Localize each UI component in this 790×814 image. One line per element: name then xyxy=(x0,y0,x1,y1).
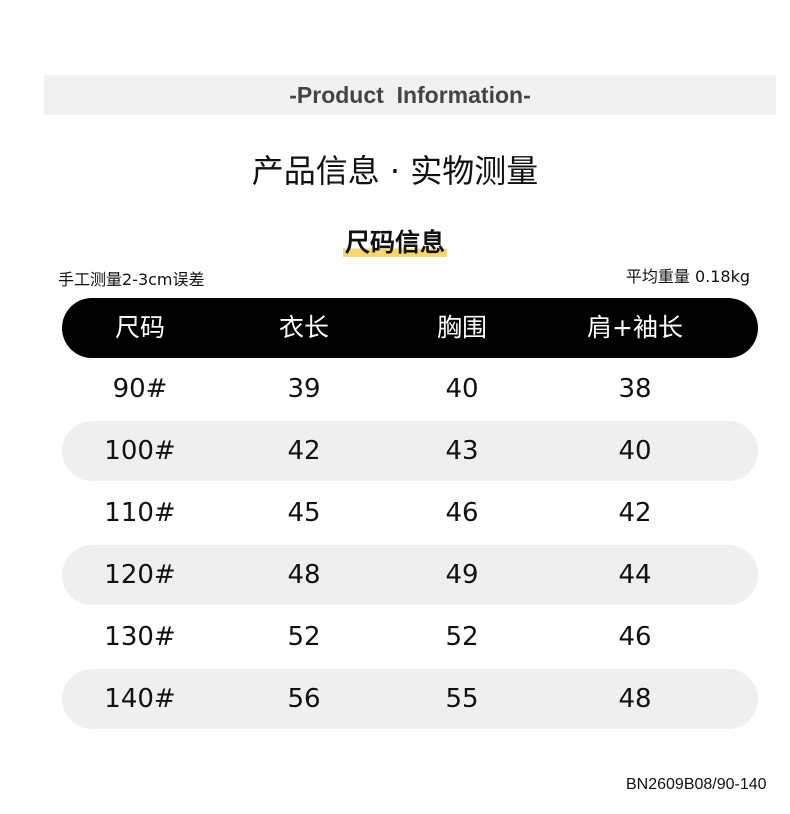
table-cell: 45 xyxy=(287,498,321,528)
header-chest: 胸围 xyxy=(436,313,487,342)
table-cell: 40 xyxy=(618,436,652,466)
table-cell: 48 xyxy=(287,560,321,590)
table-row: 110# 45 46 42 xyxy=(62,483,758,543)
table-cell: 39 xyxy=(287,374,321,404)
table-cell: 40 xyxy=(445,374,479,404)
table-cell: 48 xyxy=(618,684,652,714)
table-cell: 44 xyxy=(618,560,652,590)
table-cell: 42 xyxy=(618,498,652,528)
table-row: 100# 42 43 40 xyxy=(62,421,758,481)
table-cell: 52 xyxy=(287,622,321,652)
size-info-heading: 尺码信息 xyxy=(0,223,790,259)
header-sleeve: 肩+袖长 xyxy=(587,313,683,342)
header-length: 衣长 xyxy=(278,313,329,342)
table-cell: 43 xyxy=(445,436,479,466)
table-cell: 120# xyxy=(104,560,176,590)
measurement-note: 手工测量2-3cm误差 xyxy=(58,270,205,289)
table-cell: 110# xyxy=(104,498,176,528)
table-cell: 90# xyxy=(112,374,168,404)
table-row: 120# 48 49 44 xyxy=(62,545,758,605)
section-banner: -Product Information- xyxy=(44,75,776,115)
table-cell: 38 xyxy=(618,374,652,404)
product-code: BN2609B08/90-140 xyxy=(626,776,767,793)
table-cell: 56 xyxy=(287,684,321,714)
table-cell: 52 xyxy=(445,622,479,652)
table-cell: 100# xyxy=(104,436,176,466)
page-title: 产品信息 · 实物测量 xyxy=(251,152,539,190)
table-cell: 130# xyxy=(104,622,176,652)
table-row: 140# 56 55 48 xyxy=(62,669,758,729)
size-info-title: 尺码信息 xyxy=(342,228,447,257)
table-cell: 46 xyxy=(618,622,652,652)
table-row: 90# 39 40 38 xyxy=(62,359,758,419)
header-size: 尺码 xyxy=(114,313,165,342)
table-cell: 140# xyxy=(104,684,176,714)
table-cell: 55 xyxy=(445,684,479,714)
table-cell: 49 xyxy=(445,560,479,590)
table-row: 130# 52 52 46 xyxy=(62,607,758,667)
table-cell: 42 xyxy=(287,436,321,466)
table-cell: 46 xyxy=(445,498,479,528)
table-header: 尺码 衣长 胸围 肩+袖长 xyxy=(62,298,758,358)
weight-note: 平均重量 0.18kg xyxy=(625,267,750,286)
